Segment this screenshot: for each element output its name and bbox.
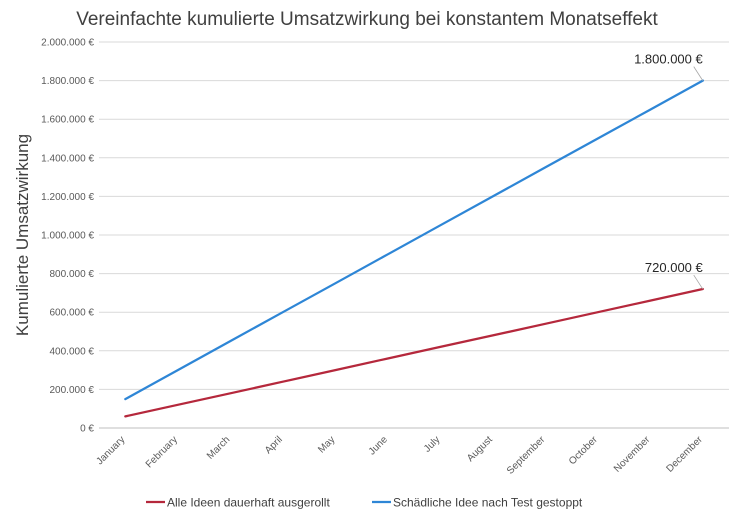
x-tick-label: February (144, 434, 180, 470)
x-tick-label: January (94, 434, 127, 467)
x-tick-label: August (465, 434, 495, 464)
x-tick-label: May (316, 434, 337, 455)
x-tick-label: March (205, 434, 232, 461)
series-line-2 (124, 79, 704, 401)
gridlines (99, 41, 729, 429)
x-tick-label: November (612, 434, 653, 475)
series-lines (124, 79, 704, 418)
y-tick-label: 2.000.000 € (41, 38, 94, 49)
x-axis-ticks: January February March April May June July Augu… (94, 434, 705, 477)
y-axis-ticks: 0 € 200.000 € 400.000 € 600.000 € 800.000 € 1… (41, 38, 94, 435)
data-label: 720.000 € (645, 260, 704, 275)
y-tick-label: 600.000 € (50, 308, 95, 319)
x-tick-label: December (664, 434, 705, 475)
data-label: 1.800.000 € (634, 52, 703, 67)
y-tick-label: 1.200.000 € (41, 192, 94, 203)
legend: Alle Ideen dauerhaft ausgerollt Schädlich… (146, 496, 583, 510)
legend-label-1: Alle Ideen dauerhaft ausgerollt (167, 496, 330, 510)
x-tick-label: July (422, 434, 442, 454)
data-annotations: 1.800.000 € 720.000 € (634, 52, 704, 290)
annotation-leader (693, 274, 704, 290)
y-tick-label: 200.000 € (50, 385, 95, 396)
x-tick-label: September (505, 434, 548, 477)
legend-label-2: Schädliche Idee nach Test gestoppt (393, 496, 583, 510)
x-tick-label: June (367, 434, 390, 457)
y-tick-label: 800.000 € (50, 269, 95, 280)
chart-title: Vereinfachte kumulierte Umsatzwirkung be… (76, 9, 658, 30)
y-tick-label: 1.800.000 € (41, 76, 94, 87)
series-line-1 (124, 287, 704, 418)
y-axis-title: Kumulierte Umsatzwirkung (13, 134, 32, 336)
y-tick-label: 1.400.000 € (41, 153, 94, 164)
annotation-leader (693, 66, 704, 81)
y-tick-label: 1.000.000 € (41, 231, 94, 242)
y-tick-label: 400.000 € (50, 346, 95, 357)
y-tick-label: 0 € (80, 424, 94, 435)
x-tick-label: October (567, 434, 600, 467)
y-tick-label: 1.600.000 € (41, 115, 94, 126)
x-tick-label: April (263, 434, 285, 456)
